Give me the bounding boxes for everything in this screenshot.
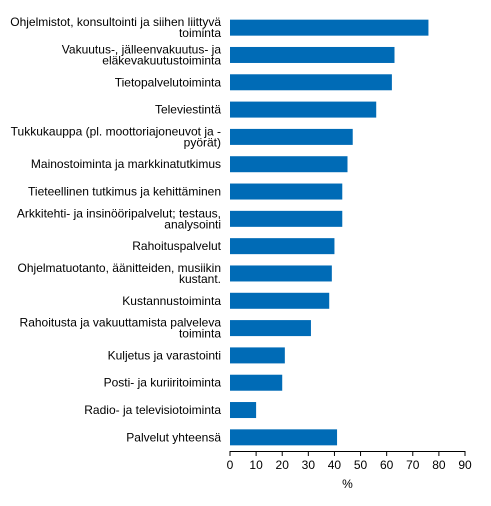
bar	[230, 183, 343, 200]
category-label-line: Tieteellinen tutkimus ja kehittäminen	[28, 185, 221, 199]
category-label-line: Ohjelmistot, konsultointi ja siihen liit…	[10, 15, 221, 29]
category-label: Kuljetus ja varastointi	[108, 348, 221, 362]
bar	[230, 19, 429, 36]
category-label-line: Vakuutus-, jälleenvakuutus- ja	[62, 42, 222, 56]
x-tick-label: 30	[302, 458, 316, 472]
category-label: Tietopalvelutoiminta	[115, 75, 222, 89]
category-label-line: Tietopalvelutoiminta	[115, 75, 222, 89]
category-label: Kustannustoiminta	[122, 294, 221, 308]
bar	[230, 374, 283, 391]
x-axis-title: %	[342, 477, 353, 491]
category-label: Arkkitehti- ja insinööripalvelut; testau…	[17, 206, 221, 231]
category-label: Tieteellinen tutkimus ja kehittäminen	[28, 185, 221, 199]
bar	[230, 347, 285, 364]
x-tick-label: 60	[380, 458, 394, 472]
x-tick-label: 50	[354, 458, 368, 472]
category-labels: Ohjelmistot, konsultointi ja siihen liit…	[10, 15, 221, 444]
category-label-line: Rahoituspalvelut	[132, 239, 221, 253]
category-label-line: eläkevakuutustoiminta	[102, 53, 221, 67]
bar	[230, 128, 353, 145]
category-label: Tukkukauppa (pl. moottoriajoneuvot ja -p…	[11, 124, 221, 149]
category-label: Vakuutus-, jälleenvakuutus- ja eläkevakuu…	[62, 42, 222, 67]
category-label: Posti- ja kuriiritoiminta	[104, 376, 222, 390]
category-label-line: Mainostoiminta ja markkinatutkimus	[31, 157, 221, 171]
category-label: Rahoituspalvelut	[132, 239, 221, 253]
bar	[230, 265, 332, 282]
bar	[230, 156, 348, 173]
category-label-line: Ohjelmatuotanto, äänitteiden, musiikin	[18, 261, 221, 275]
bar	[230, 210, 343, 227]
x-tick-label: 0	[227, 458, 234, 472]
x-tick-label: 20	[276, 458, 290, 472]
category-label-line: kustant.	[179, 272, 221, 286]
bar	[230, 402, 257, 419]
x-tick-label: 70	[406, 458, 420, 472]
category-label-line: Tukkukauppa (pl. moottoriajoneuvot ja -	[11, 124, 221, 138]
category-label: Palvelut yhteensä	[126, 430, 221, 444]
x-tick-label: 40	[328, 458, 342, 472]
x-tick-label: 90	[458, 458, 472, 472]
category-label-line: toiminta	[179, 327, 221, 341]
category-label-line: Televiestintä	[155, 103, 221, 117]
category-label-line: Palvelut yhteensä	[126, 430, 221, 444]
category-label-line: Kustannustoiminta	[122, 294, 221, 308]
bar	[230, 292, 330, 309]
category-label: Mainostoiminta ja markkinatutkimus	[31, 157, 221, 171]
category-label-line: Posti- ja kuriiritoiminta	[104, 376, 222, 390]
category-label-line: analysointi	[164, 217, 221, 231]
category-label: Televiestintä	[155, 103, 221, 117]
category-label-line: Rahoitusta ja vakuuttamista palveleva	[20, 316, 222, 330]
bar	[230, 429, 338, 446]
category-label: Radio- ja televisiotoiminta	[84, 403, 221, 417]
category-label-line: pyörät)	[184, 135, 221, 149]
category-label: Rahoitusta ja vakuuttamista palveleva toi…	[20, 316, 222, 341]
x-tick-label: 10	[249, 458, 263, 472]
x-tick-label: 80	[432, 458, 446, 472]
category-label-line: Kuljetus ja varastointi	[108, 348, 221, 362]
bars	[230, 19, 429, 446]
category-label: Ohjelmatuotanto, äänitteiden, musiikin ku…	[18, 261, 221, 286]
category-label-line: Radio- ja televisiotoiminta	[84, 403, 221, 417]
bar	[230, 46, 395, 63]
bar	[230, 320, 311, 337]
category-label-line: toiminta	[179, 26, 221, 40]
bar	[230, 101, 377, 118]
x-axis-ticks: 0 10 20 30 40 50 60 70 80 90	[227, 451, 472, 472]
bar	[230, 238, 335, 255]
category-label-line: Arkkitehti- ja insinööripalvelut; testau…	[17, 206, 221, 220]
bar	[230, 74, 392, 91]
category-label: Ohjelmistot, konsultointi ja siihen liit…	[10, 15, 221, 40]
